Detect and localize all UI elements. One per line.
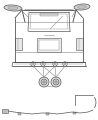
Circle shape [53, 62, 57, 66]
Bar [74, 111, 77, 114]
Circle shape [43, 81, 45, 83]
Bar [2, 109, 8, 113]
Circle shape [53, 79, 59, 85]
Bar [76, 38, 83, 50]
Ellipse shape [8, 6, 18, 10]
Ellipse shape [78, 5, 86, 9]
Circle shape [42, 63, 44, 65]
Bar [37, 38, 61, 52]
Ellipse shape [4, 5, 22, 11]
Circle shape [39, 77, 49, 87]
Circle shape [55, 81, 57, 83]
Circle shape [31, 62, 35, 66]
Circle shape [51, 77, 61, 87]
Circle shape [63, 62, 67, 66]
Bar [46, 113, 49, 114]
Bar [15, 38, 22, 50]
Circle shape [64, 63, 66, 65]
Circle shape [41, 62, 45, 66]
Bar [39, 40, 59, 50]
Bar [19, 113, 21, 114]
Bar [40, 12, 58, 15]
Ellipse shape [74, 4, 90, 10]
Circle shape [32, 63, 34, 65]
Circle shape [41, 79, 47, 85]
Circle shape [54, 63, 56, 65]
